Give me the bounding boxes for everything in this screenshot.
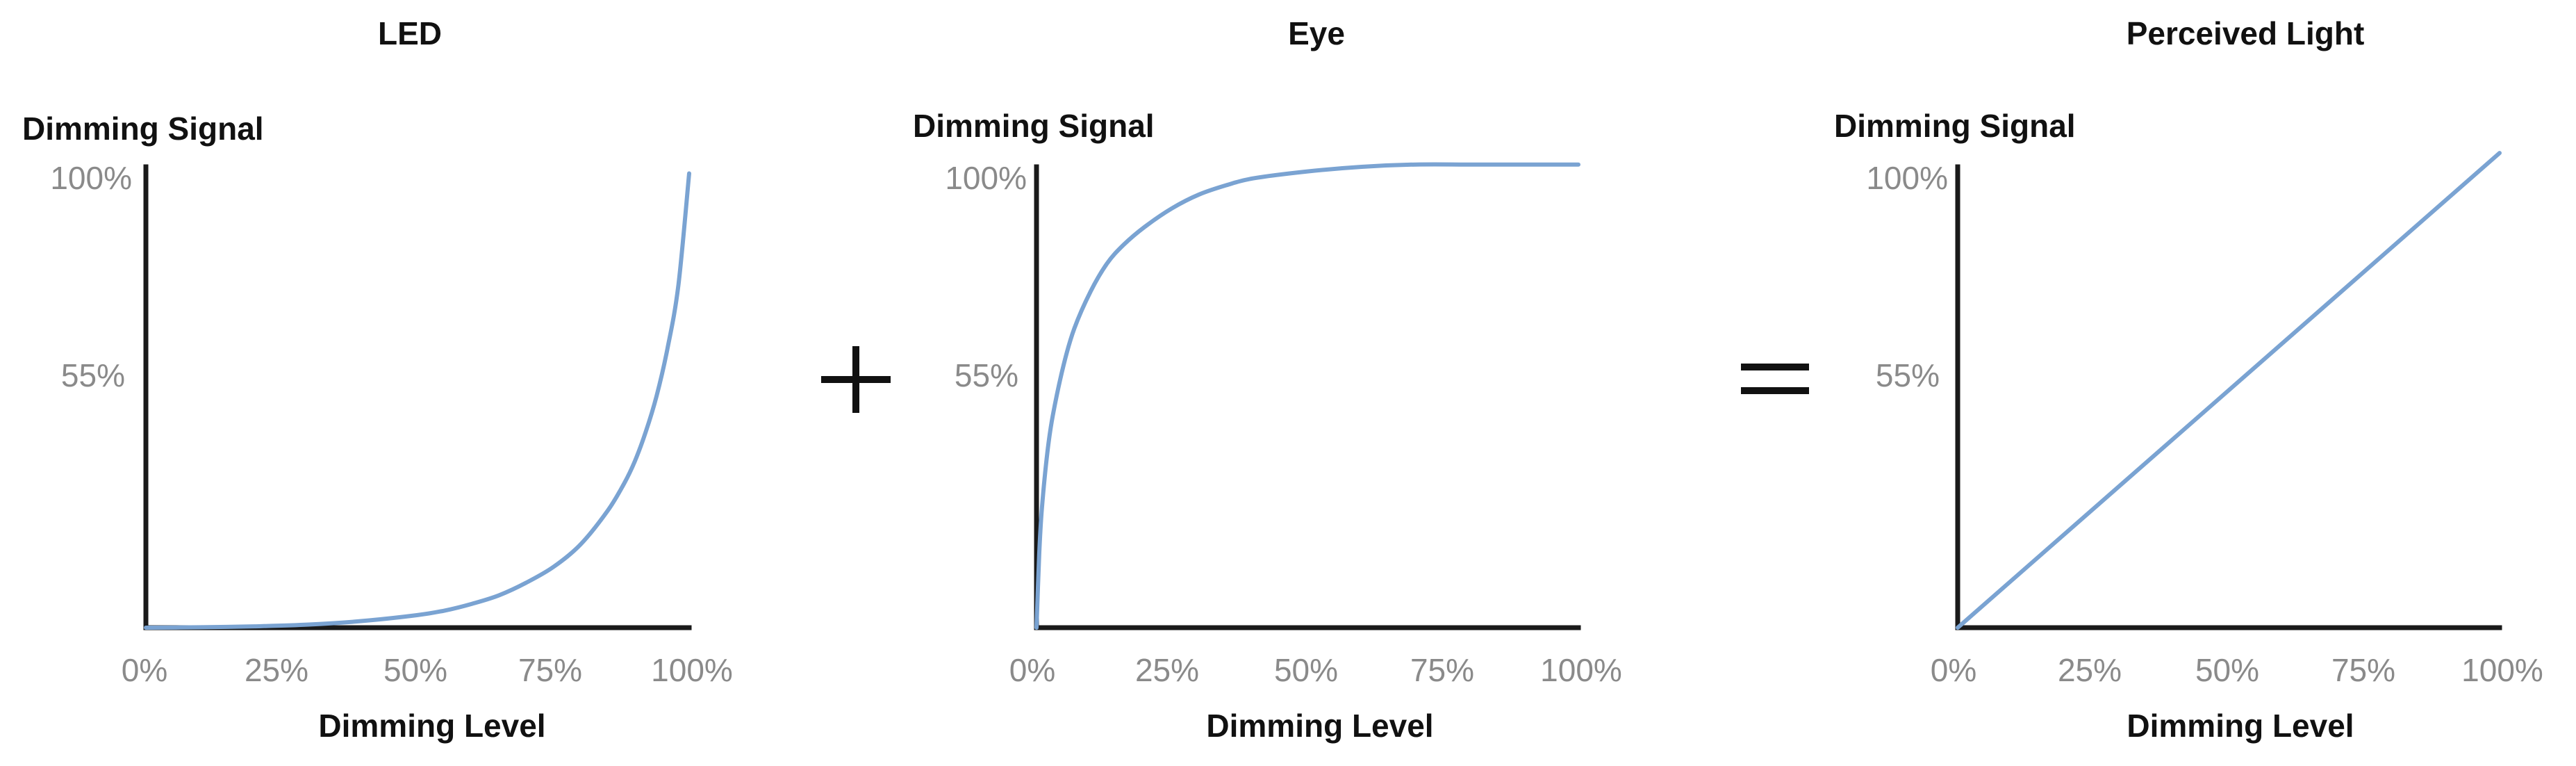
- x-tick-label-perceived-light: 75%: [2331, 652, 2395, 688]
- y-tick-label-100-led: 100%: [50, 160, 132, 196]
- y-tick-label-55-led: 55%: [61, 357, 125, 393]
- led-response-curve: [144, 171, 691, 630]
- x-tick-label-eye: 0%: [1009, 652, 1055, 688]
- eye-response-curve: [1034, 162, 1580, 630]
- x-tick-label-eye: 75%: [1410, 652, 1474, 688]
- x-tick-label-led: 50%: [383, 652, 447, 688]
- y-tick-label-55-eye: 55%: [955, 357, 1018, 393]
- x-tick-labels-led: 0% 25% 50% 75% 100%: [122, 652, 733, 688]
- x-tick-label-eye: 100%: [1540, 652, 1622, 688]
- x-tick-label-perceived-light: 100%: [2461, 652, 2543, 688]
- axes-eye: [1034, 164, 1581, 630]
- x-tick-label-eye: 50%: [1274, 652, 1338, 688]
- x-tick-label-led: 75%: [518, 652, 582, 688]
- y-axis-label-led: Dimming Signal: [22, 111, 264, 147]
- perceived-light-response-line: [1956, 151, 2502, 630]
- y-tick-label-55-perceived-light: 55%: [1876, 357, 1940, 393]
- equals-icon: [1741, 364, 1809, 394]
- x-tick-labels-perceived-light: 0% 25% 50% 75% 100%: [1931, 652, 2543, 688]
- x-axis-label-led: Dimming Level: [318, 708, 545, 744]
- chart-title-eye: Eye: [1288, 15, 1345, 51]
- y-tick-label-100-eye: 100%: [945, 160, 1027, 196]
- x-tick-label-eye: 25%: [1135, 652, 1199, 688]
- x-tick-label-led: 0%: [122, 652, 167, 688]
- plus-icon: [821, 346, 891, 413]
- x-tick-label-perceived-light: 0%: [1931, 652, 1976, 688]
- y-tick-label-100-perceived-light: 100%: [1866, 160, 1948, 196]
- x-tick-label-perceived-light: 50%: [2195, 652, 2259, 688]
- y-axis-label-perceived-light: Dimming Signal: [1834, 108, 2076, 144]
- axes-led: [143, 164, 692, 630]
- chart-title-led: LED: [378, 15, 442, 51]
- x-axis-label-eye: Dimming Level: [1206, 708, 1433, 744]
- x-tick-label-perceived-light: 25%: [2058, 652, 2122, 688]
- y-axis-label-eye: Dimming Signal: [913, 108, 1155, 144]
- chart-panel-led: LED Dimming Signal 100% 55% 0% 25% 50% 7…: [22, 15, 733, 744]
- x-tick-label-led: 25%: [245, 652, 308, 688]
- chart-panel-perceived-light: Perceived Light Dimming Signal 100% 55% …: [1834, 15, 2543, 744]
- x-tick-label-led: 100%: [651, 652, 733, 688]
- chart-title-perceived-light: Perceived Light: [2127, 15, 2365, 51]
- chart-panel-eye: Eye Dimming Signal 100% 55% 0% 25% 50% 7…: [913, 15, 1622, 744]
- x-tick-labels-eye: 0% 25% 50% 75% 100%: [1009, 652, 1622, 688]
- x-axis-label-perceived-light: Dimming Level: [2127, 708, 2354, 744]
